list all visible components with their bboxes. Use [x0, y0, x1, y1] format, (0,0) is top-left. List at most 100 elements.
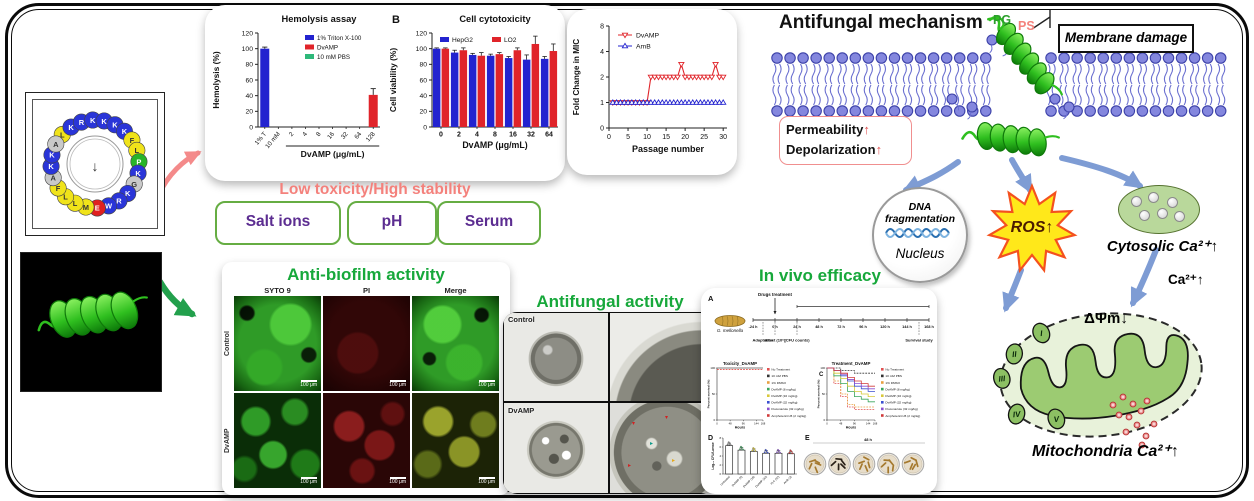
lipid-head: [901, 52, 914, 64]
larva-in-dish: [813, 459, 821, 464]
lipid-head: [1214, 52, 1227, 64]
ps-connector: [1031, 10, 1051, 30]
lipid-tail: [842, 84, 847, 106]
scale-bar: 100 μm: [389, 478, 406, 485]
serum-box: Serum: [437, 201, 541, 245]
lipid-tail: [855, 63, 860, 85]
lipid-tail: [1216, 84, 1221, 106]
mini-legend-label: Amphotericin B (2 mg/kg): [885, 414, 920, 418]
bar: [450, 52, 459, 128]
d-axes: [722, 438, 797, 475]
lipid-head: [1045, 105, 1057, 117]
marker: [632, 99, 640, 105]
lipid-head: [1058, 52, 1070, 64]
marker: [719, 74, 727, 81]
lipid-tail: [955, 84, 960, 106]
lipid-head: [1149, 105, 1162, 117]
mini-xtick-label: 96: [742, 421, 745, 425]
marker: [712, 62, 719, 68]
mini-axes: [716, 368, 763, 421]
lipid-head: [836, 105, 848, 117]
legend-swatch: [305, 35, 314, 40]
mini-xtick-label: 144: [754, 421, 759, 425]
lipid-tail: [973, 63, 978, 85]
marker: [655, 99, 662, 105]
lipid-head: [1123, 105, 1136, 117]
calcium-ion: [1122, 428, 1130, 436]
marker: [719, 99, 727, 105]
lipid-tail: [1064, 63, 1069, 85]
free-lipid-head: [966, 101, 978, 113]
x-tick-label: 2: [457, 132, 461, 139]
y-tick-label: 20: [419, 109, 427, 116]
x-tick-label: 4: [301, 130, 309, 138]
larva-segment: [721, 316, 724, 326]
larva-in-dish: [911, 463, 917, 471]
lipid-head: [953, 52, 966, 64]
free-lipid-tail: [1063, 111, 1068, 120]
residue-letter: R: [116, 197, 122, 206]
lipid-tail: [777, 63, 782, 85]
d-dot: [742, 448, 744, 451]
legend-label: AmB: [636, 43, 651, 50]
larva-icon: [714, 315, 746, 327]
survival-line: [827, 367, 875, 374]
legend-label: LO2: [504, 37, 517, 44]
mini-xtick-label: 48: [839, 421, 842, 425]
mini-xlabel: Hours: [846, 426, 856, 430]
mini-legend-swatch: [767, 368, 770, 371]
lipid-tail: [803, 84, 808, 106]
biofilm-title: Anti-biofilm activity: [287, 265, 445, 284]
lipid-head: [1110, 105, 1123, 117]
mini-legend-label: 10 mM PBS: [771, 374, 788, 378]
d-dot: [729, 444, 732, 446]
dna-text: DNA: [908, 201, 932, 213]
mini-xtick-label: 96: [853, 421, 856, 425]
x-tick-label: 15: [662, 134, 670, 141]
timeline-label: 48 h: [815, 325, 823, 329]
larva-in-dish: [814, 466, 819, 474]
lipid-head: [1188, 52, 1201, 64]
antifungal-title: Antifungal activity: [536, 292, 684, 311]
calcium-ion: [1150, 420, 1158, 428]
nucleus-text: Nucleus: [895, 246, 945, 261]
marker: [670, 99, 678, 105]
helix-tail: [1043, 135, 1060, 139]
image-dvamp-merge: 100 μm: [412, 393, 499, 488]
lipid-tail: [1137, 84, 1142, 106]
legend-swatch: [492, 37, 501, 42]
salt-ions-box: Salt ions: [215, 201, 341, 245]
larva-segment: [736, 316, 739, 326]
free-lipid-head: [946, 93, 958, 105]
lipid-head: [1149, 52, 1162, 64]
helix-loop: [110, 291, 139, 330]
larva-in-dish: [915, 460, 919, 468]
lipid-tail: [1124, 84, 1129, 106]
marker: [708, 74, 716, 81]
lipid-tail: [1098, 63, 1103, 85]
residue-letter: L: [63, 192, 68, 201]
marker: [655, 74, 662, 81]
x-tick-label: 16: [509, 132, 517, 139]
bar: [432, 48, 441, 127]
d-dot: [791, 452, 794, 455]
timeline-label: 96 h: [859, 325, 867, 329]
lipid-head: [1084, 105, 1096, 117]
calcium-ion: [1109, 401, 1117, 409]
lipid-head: [823, 52, 835, 64]
larva-in-dish: [830, 460, 837, 467]
lipid-tail: [824, 84, 829, 106]
cytosolic-vesicle: [1118, 185, 1200, 234]
legend-swatch: [440, 37, 449, 42]
y-tick-label: 100: [242, 46, 254, 53]
mini-legend-swatch: [767, 401, 770, 404]
lipid-tail: [1090, 63, 1095, 85]
wheel-arrow-icon: ↓: [92, 158, 99, 174]
larva-in-dish: [888, 459, 894, 466]
mini-ylabel: Percent survival (%): [707, 380, 711, 409]
d-bar: [725, 445, 734, 475]
